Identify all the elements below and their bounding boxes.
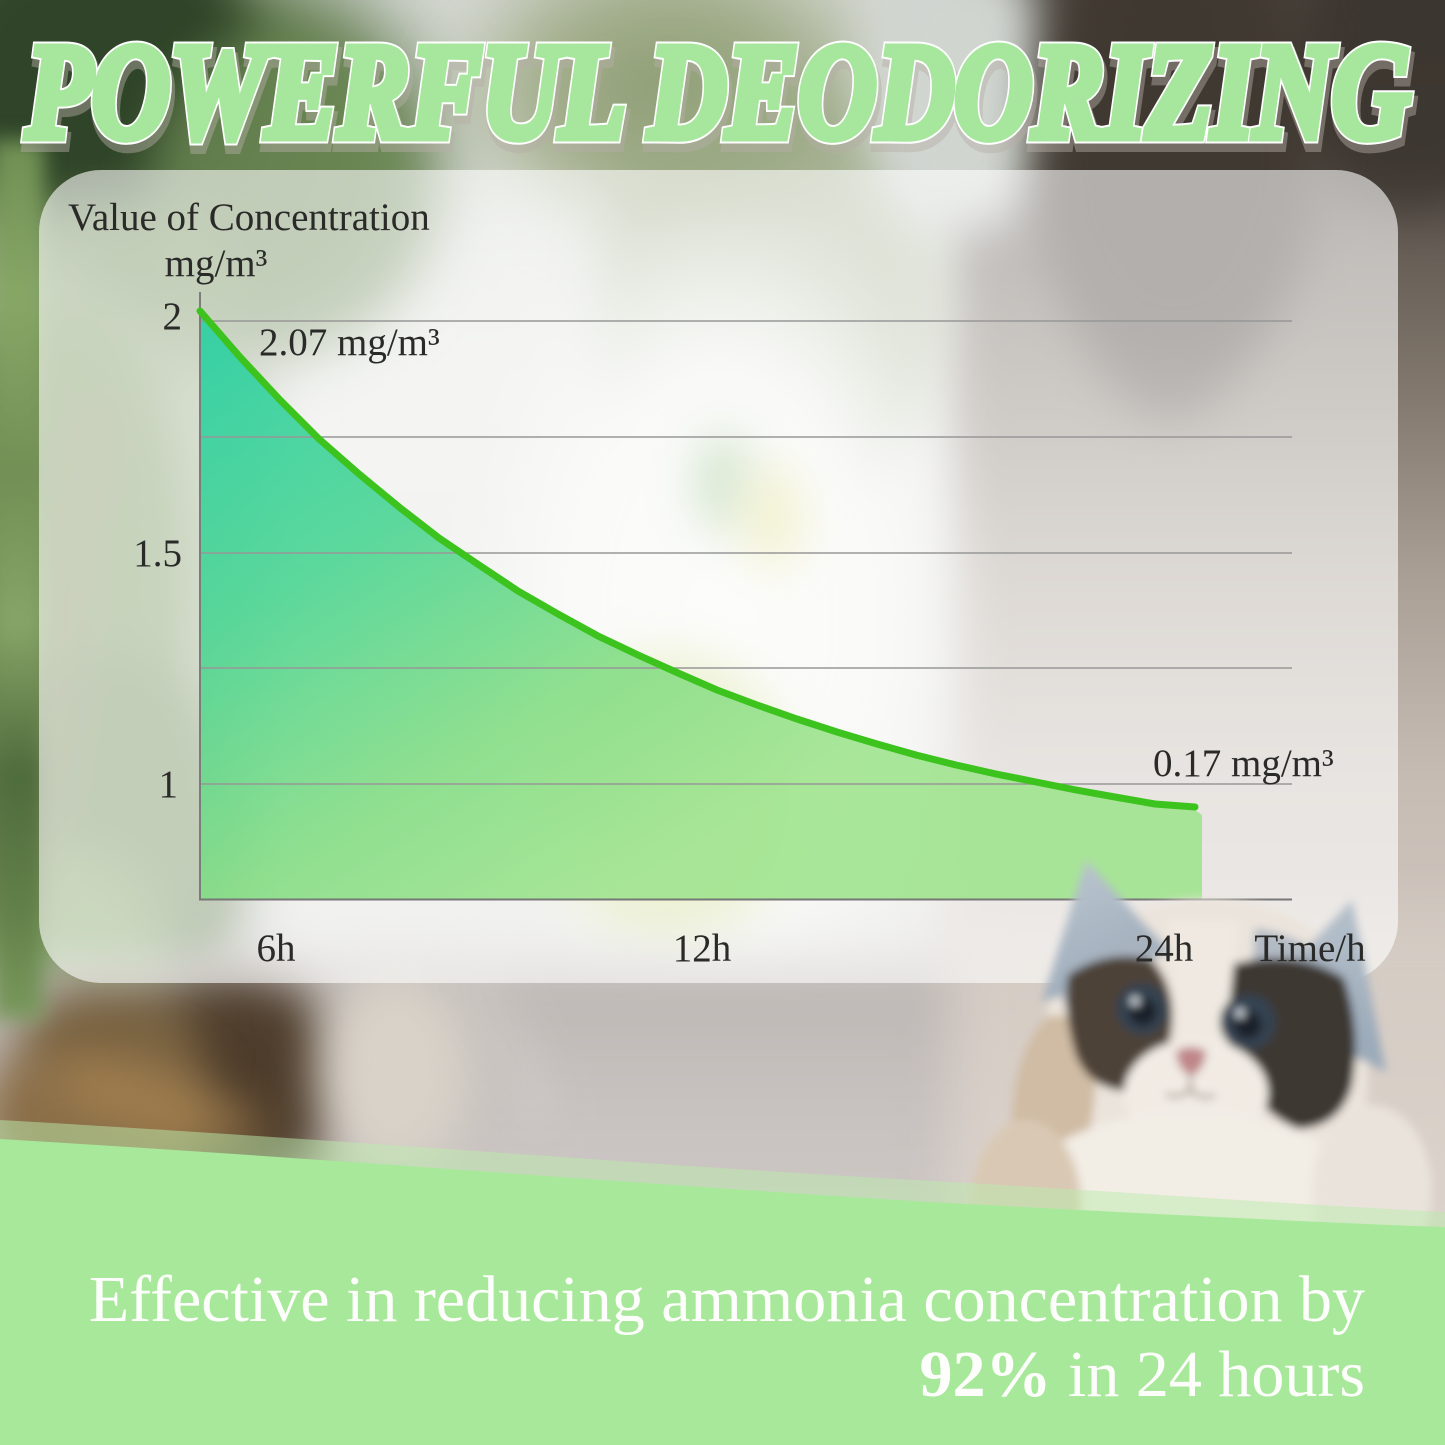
svg-text:POWERFUL DEODORIZING: POWERFUL DEODORIZING xyxy=(27,24,1412,174)
svg-text:1: 1 xyxy=(159,763,179,806)
svg-text:mg/m³: mg/m³ xyxy=(165,242,268,285)
svg-text:6h: 6h xyxy=(257,927,296,970)
svg-text:Time/h: Time/h xyxy=(1254,927,1365,970)
svg-text:2.07 mg/m³: 2.07 mg/m³ xyxy=(259,321,440,364)
svg-text:Effective in reducing ammonia: Effective in reducing ammonia concentrat… xyxy=(89,1263,1365,1336)
svg-text:POWERFUL DEODORIZING: POWERFUL DEODORIZING xyxy=(25,17,1410,167)
svg-text:0.17 mg/m³: 0.17 mg/m³ xyxy=(1153,742,1334,785)
svg-text:POWERFUL DEODORIZING: POWERFUL DEODORIZING xyxy=(25,17,1410,167)
svg-text:92% in 24 hours: 92% in 24 hours xyxy=(920,1338,1366,1411)
svg-text:Value of Concentration: Value of Concentration xyxy=(68,196,430,239)
svg-text:24h: 24h xyxy=(1135,927,1194,970)
svg-text:1.5: 1.5 xyxy=(133,532,182,575)
svg-text:12h: 12h xyxy=(673,927,732,970)
svg-text:2: 2 xyxy=(163,295,183,338)
